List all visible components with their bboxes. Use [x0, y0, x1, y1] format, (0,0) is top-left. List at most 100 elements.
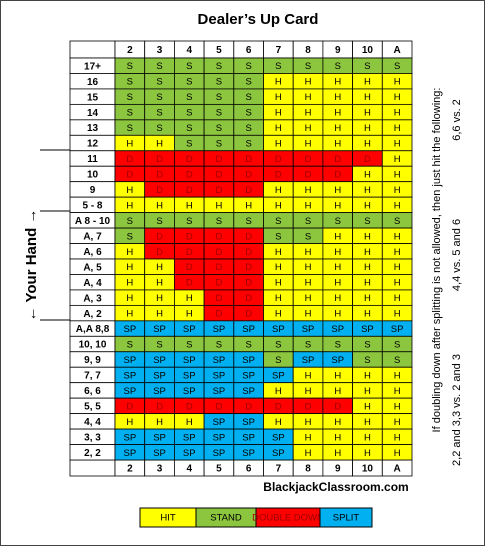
- cell-action: S: [335, 216, 341, 227]
- note-item: 4,4 vs. 5 and 6: [451, 219, 463, 291]
- cell-action: S: [186, 61, 192, 72]
- cell-action: D: [156, 185, 163, 196]
- cell-action: H: [364, 448, 371, 459]
- hand-label: A, 3: [83, 293, 102, 304]
- cell-action: S: [305, 216, 311, 227]
- cell-action: S: [216, 340, 222, 351]
- cell-action: H: [394, 123, 401, 134]
- axis-label: ← Your Hand →: [23, 209, 40, 322]
- cell-action: H: [334, 262, 341, 273]
- cell-action: H: [334, 278, 341, 289]
- hand-label: 14: [87, 108, 99, 119]
- cell-action: S: [127, 108, 133, 119]
- cell-action: S: [245, 108, 251, 119]
- cell-action: SP: [272, 324, 285, 335]
- hand-label: 16: [87, 77, 99, 88]
- cell-action: H: [394, 386, 401, 397]
- cell-action: H: [394, 92, 401, 103]
- hand-label: A, 5: [83, 262, 102, 273]
- cell-action: SP: [272, 448, 285, 459]
- hand-label: 5, 5: [84, 402, 101, 413]
- cell-action: H: [305, 139, 312, 150]
- column-label: 8: [305, 45, 311, 56]
- cell-action: H: [394, 293, 401, 304]
- cell-action: SP: [153, 448, 166, 459]
- cell-action: SP: [213, 324, 226, 335]
- cell-action: S: [186, 77, 192, 88]
- cell-action: S: [186, 108, 192, 119]
- column-label: 9: [335, 45, 341, 56]
- cell-action: S: [216, 139, 222, 150]
- cell-action: H: [334, 309, 341, 320]
- cell-action: H: [126, 262, 133, 273]
- cell-action: H: [394, 432, 401, 443]
- cell-action: S: [156, 61, 162, 72]
- cell-action: H: [305, 262, 312, 273]
- cell-action: S: [216, 92, 222, 103]
- cell-action: H: [305, 200, 312, 211]
- column-label: 2: [127, 464, 133, 475]
- cell-action: D: [186, 278, 193, 289]
- hand-label: 10, 10: [79, 340, 107, 351]
- cell-action: S: [245, 216, 251, 227]
- cell-action: D: [216, 185, 223, 196]
- cell-action: H: [394, 185, 401, 196]
- cell-action: S: [156, 92, 162, 103]
- cell-action: H: [156, 262, 163, 273]
- cell-action: H: [364, 123, 371, 134]
- cell-action: D: [305, 169, 312, 180]
- cell-action: H: [364, 200, 371, 211]
- hand-label: 10: [87, 170, 99, 181]
- cell-action: H: [394, 417, 401, 428]
- cell-action: SP: [124, 432, 137, 443]
- hand-label: A 8 - 10: [75, 216, 111, 227]
- cell-action: S: [394, 61, 400, 72]
- title: Dealer’s Up Card: [198, 11, 319, 28]
- cell-action: S: [127, 92, 133, 103]
- cell-action: H: [216, 200, 223, 211]
- cell-action: S: [156, 108, 162, 119]
- cell-action: H: [334, 123, 341, 134]
- cell-action: H: [126, 309, 133, 320]
- cell-action: D: [245, 293, 252, 304]
- cell-action: H: [186, 293, 193, 304]
- cell-action: H: [126, 293, 133, 304]
- hand-label: 5 - 8: [82, 201, 102, 212]
- hand-label: 4, 4: [84, 417, 101, 428]
- cell-action: S: [127, 61, 133, 72]
- cell-action: D: [364, 154, 371, 165]
- cell-action: S: [156, 340, 162, 351]
- cell-action: D: [216, 154, 223, 165]
- cell-action: H: [394, 278, 401, 289]
- cell-action: D: [275, 401, 282, 412]
- cell-action: S: [245, 61, 251, 72]
- cell-action: H: [186, 309, 193, 320]
- cell-action: SP: [242, 448, 255, 459]
- cell-action: SP: [153, 370, 166, 381]
- cell-action: D: [245, 309, 252, 320]
- cell-action: D: [216, 169, 223, 180]
- legend-label: STAND: [210, 513, 242, 524]
- column-label: 6: [246, 45, 252, 56]
- cell-action: S: [216, 216, 222, 227]
- cell-action: D: [186, 169, 193, 180]
- cell-action: H: [156, 293, 163, 304]
- cell-action: D: [245, 169, 252, 180]
- cell-action: SP: [183, 386, 196, 397]
- cell-action: S: [305, 340, 311, 351]
- hand-label: 2, 2: [84, 448, 101, 459]
- cell-action: SP: [331, 324, 344, 335]
- cell-action: H: [126, 278, 133, 289]
- cell-action: H: [186, 200, 193, 211]
- cell-action: H: [334, 386, 341, 397]
- column-label: 7: [276, 45, 282, 56]
- cell-action: D: [216, 278, 223, 289]
- cell-action: S: [394, 355, 400, 366]
- cell-action: SP: [153, 386, 166, 397]
- cell-action: S: [245, 139, 251, 150]
- cell-action: H: [364, 386, 371, 397]
- cell-action: SP: [242, 417, 255, 428]
- cell-action: H: [305, 185, 312, 196]
- hand-label: 15: [87, 92, 99, 103]
- cell-action: D: [216, 231, 223, 242]
